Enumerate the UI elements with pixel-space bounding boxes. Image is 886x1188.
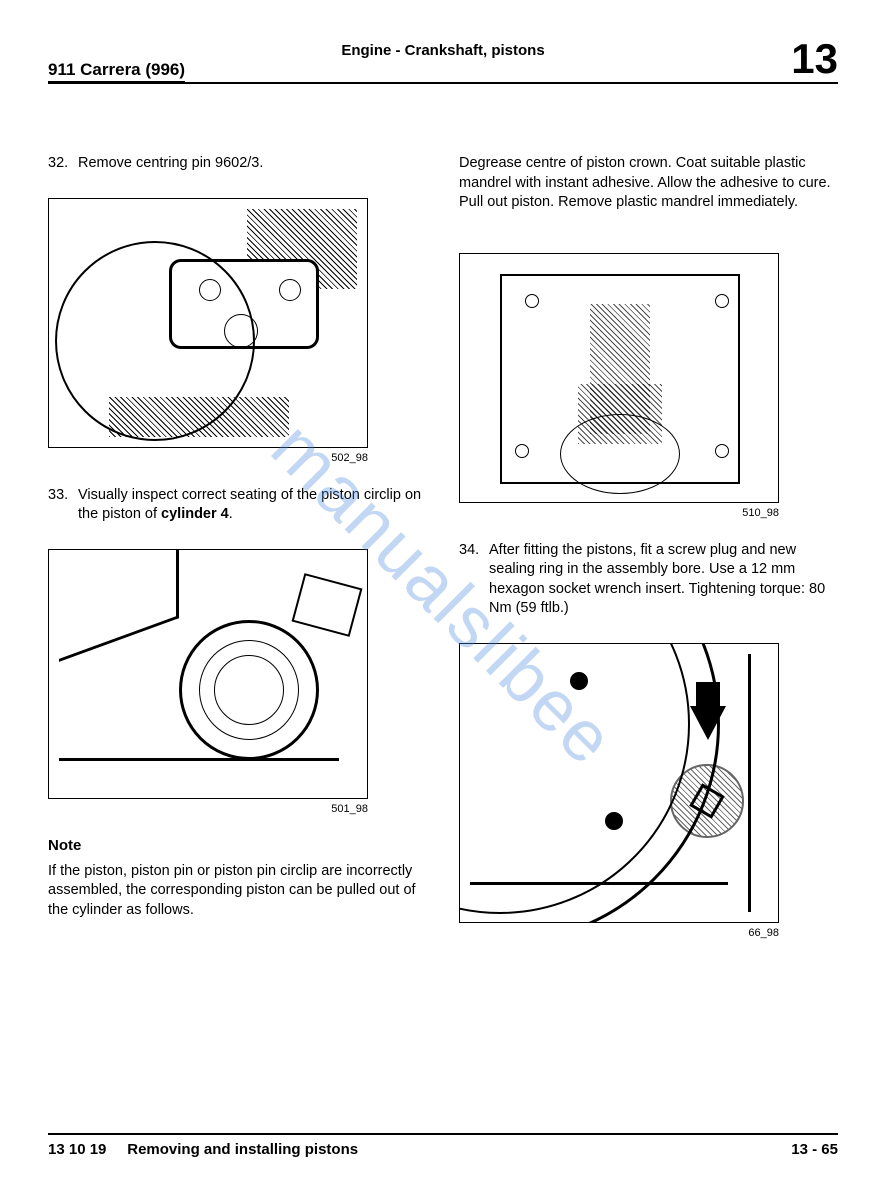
step-number: 33. [48,486,78,525]
footer-left: 13 10 19 Removing and installing pistons [48,1141,358,1158]
bold-text: cylinder 4 [161,506,229,522]
step-34: 34. After fitting the pistons, fit a scr… [459,541,838,619]
figure-501-98 [48,549,368,799]
page-footer: 13 10 19 Removing and installing pistons… [48,1133,838,1158]
step-text: Visually inspect correct seating of the … [78,486,427,525]
step-number: 34. [459,541,489,619]
footer-title: Removing and installing pistons [127,1141,358,1158]
right-column: Degrease centre of piston crown. Coat su… [459,154,838,961]
content-columns: 32. Remove centring pin 9602/3. 502_98 3… [48,154,838,961]
figure-label: 502_98 [48,452,368,464]
step-text: Remove centring pin 9602/3. [78,154,427,174]
note-heading: Note [48,837,427,854]
paragraph: Degrease centre of piston crown. Coat su… [459,154,838,213]
left-column: 32. Remove centring pin 9602/3. 502_98 3… [48,154,427,961]
figure-510-98 [459,253,779,503]
page-header: 911 Carrera (996) Engine - Crankshaft, p… [48,38,838,84]
figure-66-98 [459,643,779,923]
step-number: 32. [48,154,78,174]
figure-502-98 [48,198,368,448]
note-text: If the piston, piston pin or piston pin … [48,862,427,921]
footer-code: 13 10 19 [48,1141,106,1158]
step-33: 33. Visually inspect correct seating of … [48,486,427,525]
footer-page: 13 - 65 [791,1141,838,1158]
header-chapter: 13 [791,38,838,80]
header-section: Engine - Crankshaft, pistons [341,42,544,59]
header-model: 911 Carrera (996) [48,60,185,83]
text-part: Visually inspect correct seating of the … [78,487,421,523]
text-part: . [229,506,233,522]
step-32: 32. Remove centring pin 9602/3. [48,154,427,174]
figure-label: 510_98 [459,507,779,519]
figure-label: 66_98 [459,927,779,939]
figure-label: 501_98 [48,803,368,815]
step-text: After fitting the pistons, fit a screw p… [489,541,838,619]
